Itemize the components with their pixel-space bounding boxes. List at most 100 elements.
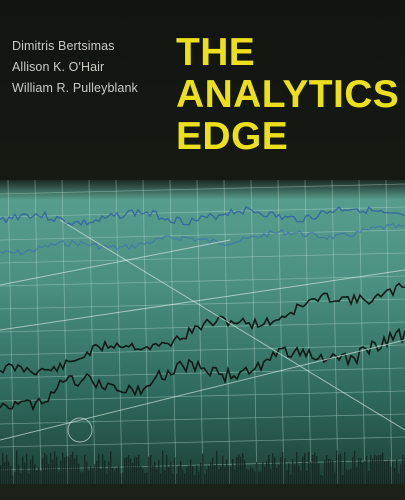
volume-bar xyxy=(278,464,280,484)
volume-bar xyxy=(192,465,194,484)
volume-bar xyxy=(172,473,174,484)
volume-bar xyxy=(152,465,154,484)
volume-bar xyxy=(388,460,390,484)
volume-bar xyxy=(118,466,120,484)
volume-bar xyxy=(256,461,258,484)
grid-line xyxy=(115,180,123,484)
volume-bar xyxy=(324,459,326,484)
volume-bar xyxy=(162,450,164,484)
volume-bar xyxy=(296,451,298,484)
grid-line xyxy=(0,436,405,448)
volume-bar xyxy=(208,465,210,484)
volume-bar xyxy=(2,452,4,484)
volume-bar xyxy=(286,470,288,484)
volume-bar xyxy=(304,453,306,484)
volume-bar xyxy=(382,452,384,484)
volume-bar xyxy=(114,471,116,484)
volume-bar xyxy=(12,475,14,484)
volume-bar xyxy=(188,465,190,484)
volume-bar xyxy=(248,469,250,484)
volume-bar xyxy=(336,450,338,484)
volume-bar xyxy=(338,454,340,484)
volume-bar xyxy=(360,458,362,484)
volume-bar xyxy=(16,450,18,484)
grid-line xyxy=(0,390,405,402)
volume-bar xyxy=(364,460,366,484)
volume-bar xyxy=(126,457,128,484)
volume-bar xyxy=(250,466,252,484)
volume-bar xyxy=(94,464,96,484)
volume-bar xyxy=(18,464,20,484)
volume-bar xyxy=(10,466,12,484)
target-circle xyxy=(67,417,93,443)
volume-bar xyxy=(346,469,348,484)
volume-bar xyxy=(76,455,78,484)
trend-line xyxy=(0,205,405,227)
volume-bar xyxy=(200,462,202,484)
grid-line xyxy=(0,252,405,264)
volume-bar xyxy=(268,455,270,484)
volume-bar xyxy=(70,455,72,484)
volume-bar xyxy=(184,473,186,484)
volume-bar xyxy=(344,452,346,484)
volume-bar xyxy=(42,458,44,484)
grid-line xyxy=(0,229,405,241)
volume-bar xyxy=(138,454,140,484)
volume-bar xyxy=(112,467,114,484)
volume-bar xyxy=(342,475,344,484)
volume-bar xyxy=(182,469,184,484)
volume-bar xyxy=(8,461,10,484)
volume-bar xyxy=(72,451,74,484)
volume-bar xyxy=(386,461,388,484)
volume-bar xyxy=(38,467,40,484)
volume-bar xyxy=(320,474,322,484)
volume-bar xyxy=(106,473,108,484)
volume-bar xyxy=(50,452,52,484)
grid-line xyxy=(0,344,405,356)
volume-bar xyxy=(90,466,92,484)
volume-bar xyxy=(34,464,36,484)
volume-bar xyxy=(26,453,28,484)
volume-bar xyxy=(352,457,354,484)
grid-line xyxy=(0,367,405,379)
volume-bar xyxy=(236,456,238,484)
volume-bar xyxy=(78,463,80,484)
volume-bar xyxy=(158,459,160,484)
trend-line xyxy=(0,327,405,412)
volume-bar xyxy=(254,471,256,484)
volume-bar xyxy=(214,465,216,484)
volume-bar xyxy=(80,472,82,484)
volume-bar xyxy=(308,451,310,484)
volume-bar xyxy=(222,455,224,484)
volume-bar xyxy=(212,457,214,484)
volume-bar xyxy=(148,456,150,484)
grid-line xyxy=(142,180,150,484)
volume-bar xyxy=(104,460,106,484)
overlay-line xyxy=(0,339,405,441)
grid-line xyxy=(250,180,258,484)
volume-bar xyxy=(134,456,136,484)
volume-bar xyxy=(14,471,16,484)
volume-bar xyxy=(302,456,304,484)
volume-bar xyxy=(234,469,236,484)
volume-bar xyxy=(144,472,146,484)
volume-bar xyxy=(146,472,148,484)
volume-bar xyxy=(4,462,6,484)
volume-bar xyxy=(24,462,26,484)
volume-bar xyxy=(384,461,386,484)
volume-bar xyxy=(358,457,360,484)
volume-bar xyxy=(376,456,378,484)
volume-bar xyxy=(356,467,358,484)
volume-bar xyxy=(204,474,206,484)
volume-bar xyxy=(98,453,100,484)
overlay-line xyxy=(0,269,405,331)
volume-bar xyxy=(284,458,286,484)
volume-bar xyxy=(164,470,166,484)
volume-bar xyxy=(46,455,48,484)
volume-bar xyxy=(330,459,332,484)
volume-bar xyxy=(274,457,276,484)
trend-line xyxy=(0,223,405,256)
volume-bar xyxy=(326,454,328,484)
volume-bar xyxy=(28,473,30,484)
